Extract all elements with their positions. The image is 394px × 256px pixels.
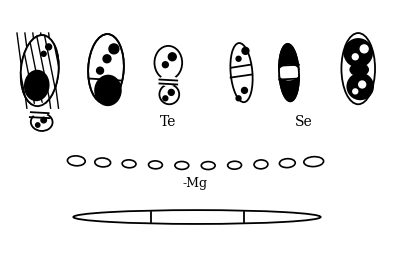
Circle shape bbox=[168, 53, 176, 61]
Ellipse shape bbox=[21, 35, 59, 106]
Ellipse shape bbox=[21, 35, 59, 106]
Ellipse shape bbox=[201, 162, 215, 169]
Ellipse shape bbox=[348, 73, 373, 99]
Circle shape bbox=[242, 47, 249, 54]
Ellipse shape bbox=[279, 44, 299, 101]
Ellipse shape bbox=[88, 34, 124, 103]
Ellipse shape bbox=[95, 158, 111, 167]
Ellipse shape bbox=[344, 39, 372, 67]
Circle shape bbox=[103, 55, 111, 63]
Circle shape bbox=[168, 89, 174, 95]
Circle shape bbox=[236, 56, 241, 61]
Ellipse shape bbox=[160, 84, 179, 104]
Text: -Mg: -Mg bbox=[182, 177, 208, 190]
Circle shape bbox=[97, 67, 104, 74]
Circle shape bbox=[359, 81, 366, 88]
Ellipse shape bbox=[228, 161, 242, 169]
Text: Se: Se bbox=[295, 115, 313, 129]
Circle shape bbox=[35, 123, 40, 127]
Circle shape bbox=[41, 51, 46, 56]
Ellipse shape bbox=[279, 159, 295, 168]
Ellipse shape bbox=[160, 76, 176, 86]
Circle shape bbox=[163, 96, 168, 101]
Ellipse shape bbox=[175, 162, 189, 169]
Text: Te: Te bbox=[160, 115, 177, 129]
Ellipse shape bbox=[350, 64, 368, 76]
Ellipse shape bbox=[32, 103, 48, 117]
Ellipse shape bbox=[31, 113, 52, 131]
Ellipse shape bbox=[67, 156, 85, 166]
Ellipse shape bbox=[25, 71, 48, 100]
Ellipse shape bbox=[154, 46, 182, 80]
Circle shape bbox=[352, 54, 358, 60]
Circle shape bbox=[242, 88, 247, 93]
Circle shape bbox=[162, 62, 168, 68]
Circle shape bbox=[360, 45, 368, 53]
Ellipse shape bbox=[279, 66, 299, 80]
Ellipse shape bbox=[304, 157, 323, 167]
Circle shape bbox=[46, 44, 52, 50]
Ellipse shape bbox=[230, 43, 253, 102]
Ellipse shape bbox=[122, 160, 136, 168]
Circle shape bbox=[353, 89, 358, 94]
Ellipse shape bbox=[149, 161, 162, 169]
Circle shape bbox=[41, 117, 46, 123]
Circle shape bbox=[109, 44, 119, 54]
Ellipse shape bbox=[95, 76, 121, 105]
Ellipse shape bbox=[254, 160, 268, 169]
Circle shape bbox=[236, 96, 241, 101]
Ellipse shape bbox=[73, 210, 321, 224]
